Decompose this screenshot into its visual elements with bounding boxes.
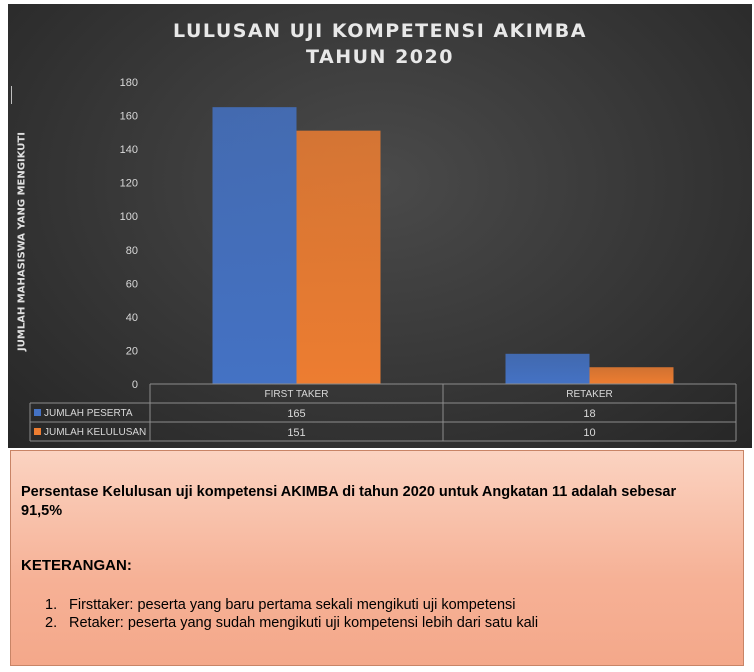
list-item-text: Firsttaker: peserta yang baru pertama se…	[69, 597, 516, 613]
bar-peserta	[505, 353, 590, 384]
list-item: 1. Firsttaker: peserta yang baru pertama…	[21, 596, 721, 614]
y-tick-label: 40	[126, 312, 138, 324]
chart-panel: 0 20 40 60 80 100 120 140 160 180 FIRST TAKER RETAK…	[8, 4, 752, 448]
data-value: 18	[583, 408, 595, 420]
list-item-number: 2.	[45, 615, 58, 631]
y-tick-label: 180	[120, 77, 138, 89]
list-item: 2. Retaker: peserta yang sudah mengikuti…	[21, 614, 721, 632]
notes-box: Persentase Kelulusan uji kompetensi AKIM…	[10, 450, 744, 666]
y-tick-label: 140	[120, 144, 138, 156]
y-tick-label: 60	[126, 278, 138, 290]
notes-summary: Persentase Kelulusan uji kompetensi AKIM…	[21, 484, 677, 519]
category-label: FIRST TAKER	[265, 389, 329, 400]
y-tick-label: 160	[120, 111, 138, 123]
legend-swatch	[34, 428, 41, 435]
bar-peserta	[212, 107, 297, 385]
y-tick-label: 120	[120, 178, 138, 190]
bar-kelulusan	[589, 367, 674, 384]
list-item-text: Retaker: peserta yang sudah mengikuti uj…	[69, 615, 539, 631]
list-item-number: 1.	[45, 597, 58, 613]
bar-kelulusan	[296, 130, 381, 384]
category-label: RETAKER	[566, 389, 613, 400]
notes-list: 1. Firsttaker: peserta yang baru pertama…	[21, 596, 721, 632]
y-tick-label: 80	[126, 245, 138, 257]
legend-swatch	[34, 409, 41, 416]
data-value: 165	[287, 408, 305, 420]
chart-title-line-2: TAHUN 2020	[306, 46, 454, 68]
notes-heading: KETERANGAN:	[21, 557, 132, 574]
data-value: 10	[583, 427, 595, 439]
data-value: 151	[287, 427, 305, 439]
panel-edge-marker	[11, 86, 12, 104]
y-tick-label: 0	[132, 379, 138, 391]
y-axis-label: JUMLAH MAHASISWA YANG MENGIKUTI	[16, 132, 28, 351]
legend-label: JUMLAH PESERTA	[44, 408, 133, 419]
bar-chart: 0 20 40 60 80 100 120 140 160 180 FIRST TAKER RETAK…	[29, 77, 737, 442]
y-tick-label: 100	[120, 211, 138, 223]
y-tick-label: 20	[126, 345, 138, 357]
legend-label: JUMLAH KELULUSAN	[44, 427, 146, 438]
chart-title-line-1: LULUSAN UJI KOMPETENSI AKIMBA	[173, 20, 587, 42]
